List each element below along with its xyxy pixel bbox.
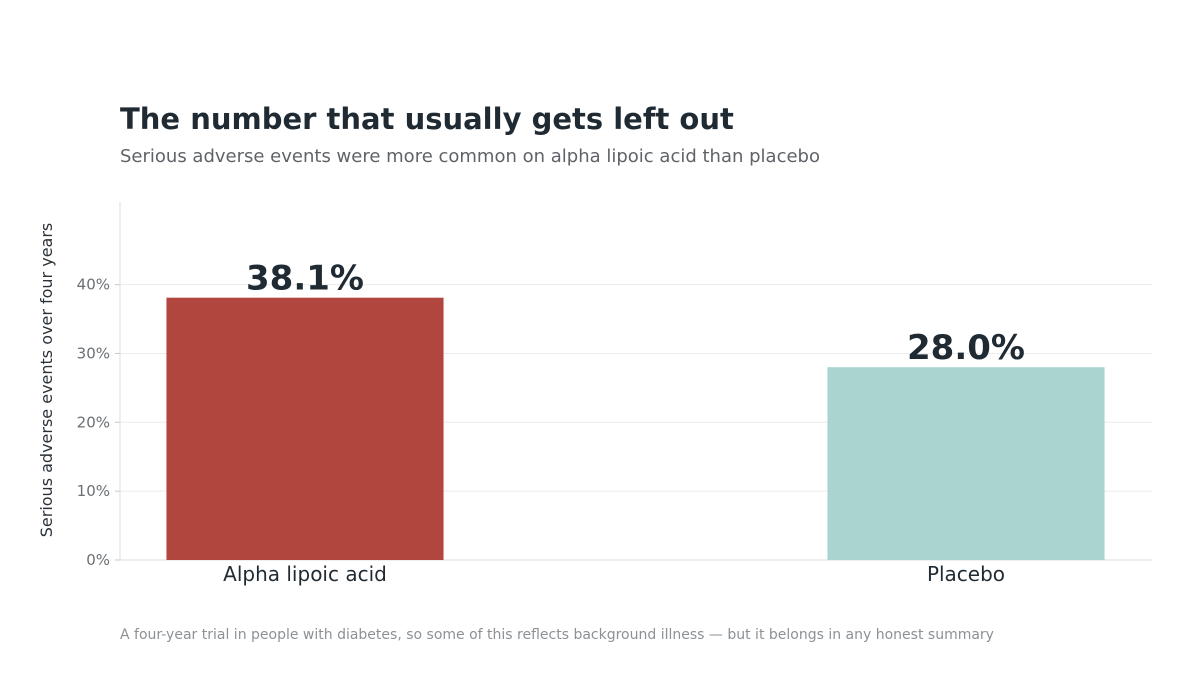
labels: 0% 10% 20% 30% 40% 38.1% Alpha lipoic acid 28.0… [37,223,1025,586]
y-tick-label: 30% [77,344,110,362]
bar [827,367,1105,560]
category-label: Placebo [927,562,1005,586]
y-tick-label: 20% [77,413,110,431]
chart-title: The number that usually gets left out [120,102,734,136]
chart-subtitle: Serious adverse events were more common … [120,146,820,167]
value-label: 28.0% [907,328,1025,368]
y-axis-title: Serious adverse events over four years [37,223,56,538]
value-label: 38.1% [246,259,364,299]
y-tick-label: 40% [77,276,110,294]
category-label: Alpha lipoic acid [223,562,387,586]
y-tick-label: 0% [86,551,110,569]
bar [166,297,444,560]
y-tick-label: 10% [77,482,110,500]
footnote: A four-year trial in people with diabete… [120,627,994,643]
bars [166,297,1105,560]
